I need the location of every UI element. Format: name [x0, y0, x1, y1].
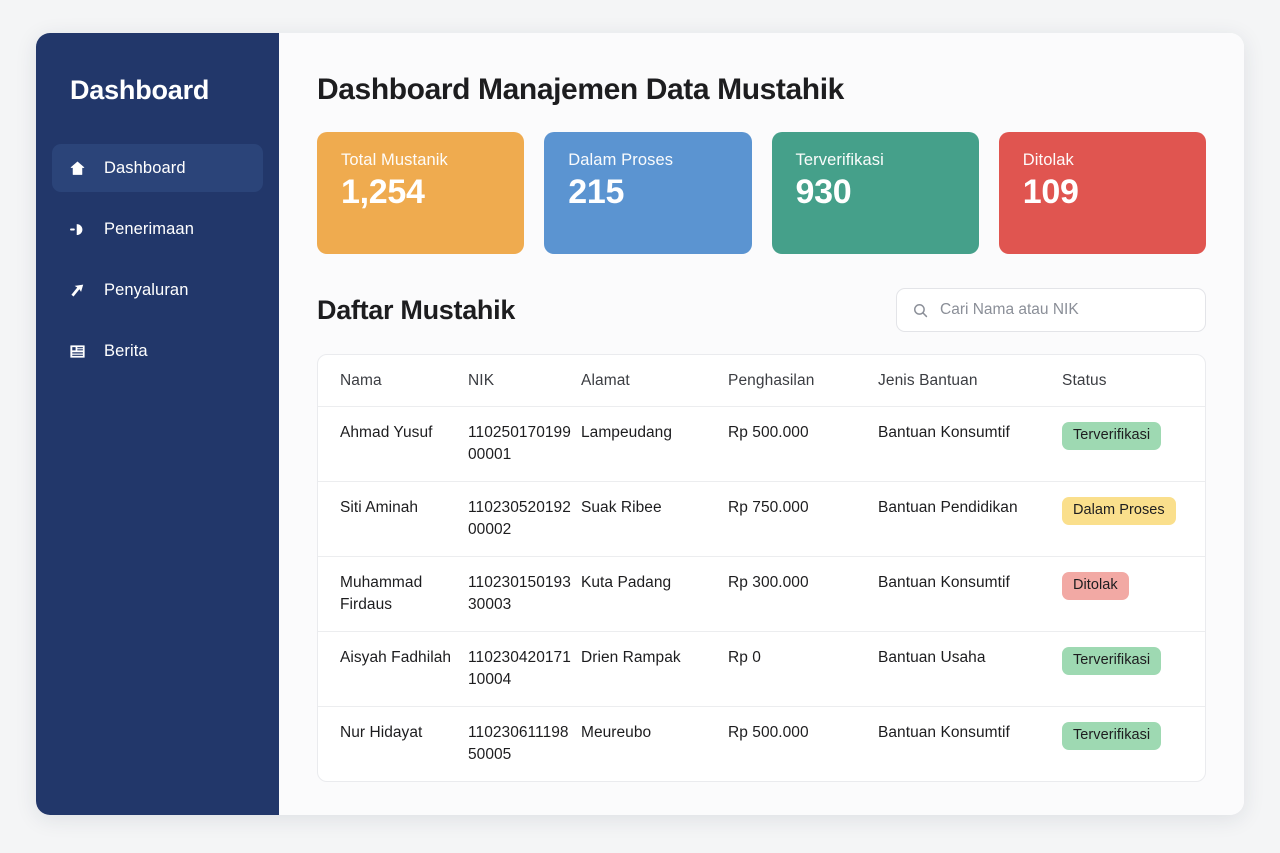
main-content: Dashboard Manajemen Data Mustahik Total … — [279, 33, 1244, 815]
table-body: Ahmad Yusuf 11025017019900001 Lampeudang… — [318, 406, 1205, 782]
column-header-jenis-bantuan[interactable]: Jenis Bantuan — [878, 355, 1062, 407]
cell-alamat: Meureubo — [581, 724, 652, 741]
sidebar-nav: Dashboard Penerimaan Penyaluran — [36, 144, 279, 375]
search-input[interactable] — [940, 301, 1190, 319]
cell-status: Ditolak — [1062, 556, 1205, 632]
stat-card-dalam-proses[interactable]: Dalam Proses 215 — [544, 132, 752, 254]
column-header-nama[interactable]: Nama — [318, 355, 468, 407]
app-window: Dashboard Dashboard Penerimaan — [36, 33, 1244, 815]
table-row[interactable]: Siti Aminah 11023052019200002 Suak Ribee… — [318, 481, 1205, 557]
stat-card-label: Terverifikasi — [795, 151, 884, 169]
news-icon — [68, 342, 87, 361]
sidebar-item-berita[interactable]: Berita — [52, 327, 263, 375]
stat-card-total-mustanik[interactable]: Total Mustanik 1,254 — [317, 132, 525, 254]
table-header-row: Nama NIK Alamat Penghasilan Jenis Bantua… — [318, 355, 1205, 407]
stat-card-value: 215 — [568, 173, 625, 211]
cell-nama: Aisyah Fadhilah — [318, 631, 468, 707]
status-badge: Dalam Proses — [1062, 497, 1176, 525]
cell-alamat: Lampeudang — [581, 406, 728, 482]
sidebar: Dashboard Dashboard Penerimaan — [36, 33, 279, 815]
table-row[interactable]: Aisyah Fadhilah 11023042017110004 Drien … — [318, 631, 1205, 707]
mustahik-table: Nama NIK Alamat Penghasilan Jenis Bantua… — [318, 355, 1205, 782]
cell-nama: Nur Hidayat — [340, 724, 423, 741]
stat-card-value: 109 — [1022, 173, 1079, 211]
cell-alamat: Suak Ribee — [581, 481, 728, 557]
cell-alamat: Kuta Padang — [581, 556, 728, 632]
cell-status: Dalam Proses — [1062, 481, 1205, 557]
cell-alamat: Drien Rampak — [581, 631, 728, 707]
stat-card-value: 930 — [795, 173, 852, 211]
home-icon — [68, 159, 87, 178]
cell-nama: Ahmad Yusuf — [318, 406, 468, 482]
arrow-up-right-icon — [68, 281, 87, 300]
status-badge: Ditolak — [1062, 572, 1129, 600]
status-badge: Terverifikasi — [1062, 647, 1162, 675]
stat-card-label: Total Mustanik — [341, 151, 448, 169]
sidebar-item-dashboard[interactable]: Dashboard — [52, 144, 263, 192]
stat-card-value: 1,254 — [341, 173, 425, 211]
search-box[interactable] — [896, 288, 1206, 332]
cell-nik: 11023015019330003 — [468, 556, 581, 632]
search-icon — [912, 302, 929, 319]
cell-penghasilan: Rp 500.000 — [728, 724, 809, 741]
column-header-status[interactable]: Status — [1062, 355, 1205, 407]
list-header: Daftar Mustahik — [317, 288, 1206, 332]
sidebar-item-label: Penerimaan — [104, 219, 194, 238]
cell-nik: 11023052019200002 — [468, 481, 581, 557]
column-header-penghasilan[interactable]: Penghasilan — [728, 355, 878, 407]
table-row[interactable]: Ahmad Yusuf 11025017019900001 Lampeudang… — [318, 406, 1205, 482]
sidebar-item-label: Penyaluran — [104, 280, 189, 299]
page-title: Dashboard Manajemen Data Mustahik — [317, 73, 844, 106]
cell-jenis-bantuan: Bantuan Usaha — [878, 631, 1062, 707]
list-title: Daftar Mustahik — [317, 294, 516, 325]
cell-penghasilan: Rp 750.000 — [728, 481, 878, 557]
sidebar-item-label: Berita — [104, 341, 148, 360]
table-head: Nama NIK Alamat Penghasilan Jenis Bantua… — [318, 355, 1205, 407]
cell-jenis-bantuan: Bantuan Konsumtif — [878, 724, 1010, 741]
stat-card-label: Dalam Proses — [568, 151, 674, 169]
column-header-alamat[interactable]: Alamat — [581, 355, 728, 407]
sidebar-brand-title: Dashboard — [70, 75, 210, 105]
cell-nik: 11025017019900001 — [468, 406, 581, 482]
stat-card-ditolak[interactable]: Ditolak 109 — [998, 132, 1206, 254]
sidebar-item-penerimaan[interactable]: Penerimaan — [52, 205, 263, 253]
cell-jenis-bantuan: Bantuan Konsumtif — [878, 556, 1062, 632]
cell-penghasilan: Rp 300.000 — [728, 556, 878, 632]
cell-nik: 11023061119850005 — [468, 724, 569, 763]
cell-jenis-bantuan: Bantuan Pendidikan — [878, 481, 1062, 557]
status-badge: Terverifikasi — [1062, 722, 1162, 750]
stat-cards-row: Total Mustanik 1,254 Dalam Proses 215 Te… — [317, 132, 1206, 254]
cell-status: Terverifikasi — [1062, 707, 1205, 782]
column-header-nik[interactable]: NIK — [468, 355, 581, 407]
mustahik-table-card: Nama NIK Alamat Penghasilan Jenis Bantua… — [317, 354, 1206, 782]
sidebar-item-label: Dashboard — [104, 158, 186, 177]
cell-status: Terverifikasi — [1062, 406, 1205, 482]
sidebar-item-penyaluran[interactable]: Penyaluran — [52, 266, 263, 314]
stat-card-label: Ditolak — [1022, 151, 1074, 169]
cell-nama: Siti Aminah — [318, 481, 468, 557]
cell-status: Terverifikasi — [1062, 631, 1205, 707]
cell-penghasilan: Rp 500.000 — [728, 406, 878, 482]
inbox-hand-icon — [68, 220, 87, 239]
cell-nik: 11023042017110004 — [468, 631, 581, 707]
cell-jenis-bantuan: Bantuan Konsumtif — [878, 406, 1062, 482]
status-badge: Terverifikasi — [1062, 422, 1162, 450]
cell-penghasilan: Rp 0 — [728, 631, 878, 707]
table-row[interactable]: Nur Hidayat 11023061119850005 Meureubo R… — [318, 707, 1205, 782]
table-row[interactable]: Muhammad Firdaus 11023015019330003 Kuta … — [318, 556, 1205, 632]
stat-card-terverifikasi[interactable]: Terverifikasi 930 — [771, 132, 979, 254]
cell-nama: Muhammad Firdaus — [318, 556, 468, 632]
